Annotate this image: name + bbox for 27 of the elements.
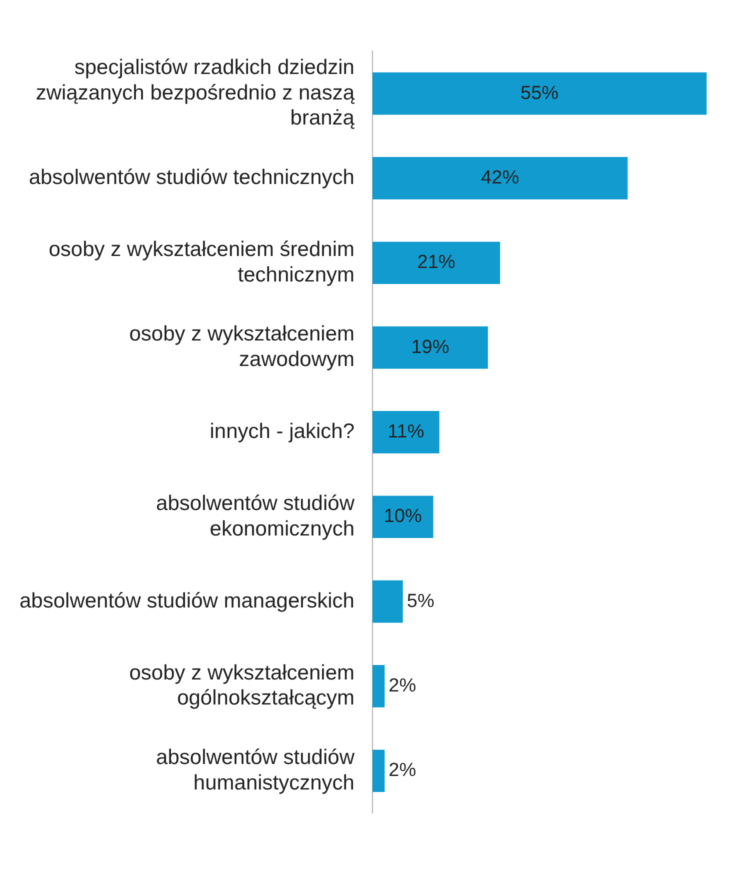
bar (372, 326, 488, 369)
data-label: 2% (388, 760, 416, 782)
bar (372, 496, 434, 538)
data-label: 19% (411, 336, 450, 358)
data-label: 10% (384, 506, 422, 528)
bar (372, 580, 403, 623)
y-tick-label: innych - jakich? (210, 420, 354, 443)
bar (372, 72, 707, 115)
y-tick-label: absolwentów studiów humanistycznych (156, 746, 356, 794)
data-label: 55% (520, 82, 559, 104)
data-label: 21% (417, 252, 456, 274)
bar (372, 242, 500, 284)
y-tick-label: absolwentów studiów technicznych (28, 166, 354, 189)
bar (372, 665, 385, 708)
y-tick-label: osoby z wykształceniem ogólnokształcącym (129, 661, 354, 710)
y-tick-label: absolwentów studiów managerskich (19, 589, 354, 612)
y-tick-label: absolwentów studiów ekonomicznych (156, 492, 356, 540)
data-label: 5% (406, 590, 434, 612)
y-tick-label: osoby z wykształceniem średnim technicznym (48, 238, 354, 286)
y-tick-label: specjalistów rzadkich dziedzin związanych bezpośrednio z naszą branżą (36, 56, 355, 130)
data-label: 2% (388, 675, 416, 696)
bar (372, 157, 628, 200)
y-tick-label: osoby z wykształceniem zawodowym (129, 322, 354, 371)
data-label: 42% (481, 167, 520, 188)
bar (372, 750, 385, 792)
data-label: 11% (388, 421, 424, 442)
bar (372, 411, 440, 454)
